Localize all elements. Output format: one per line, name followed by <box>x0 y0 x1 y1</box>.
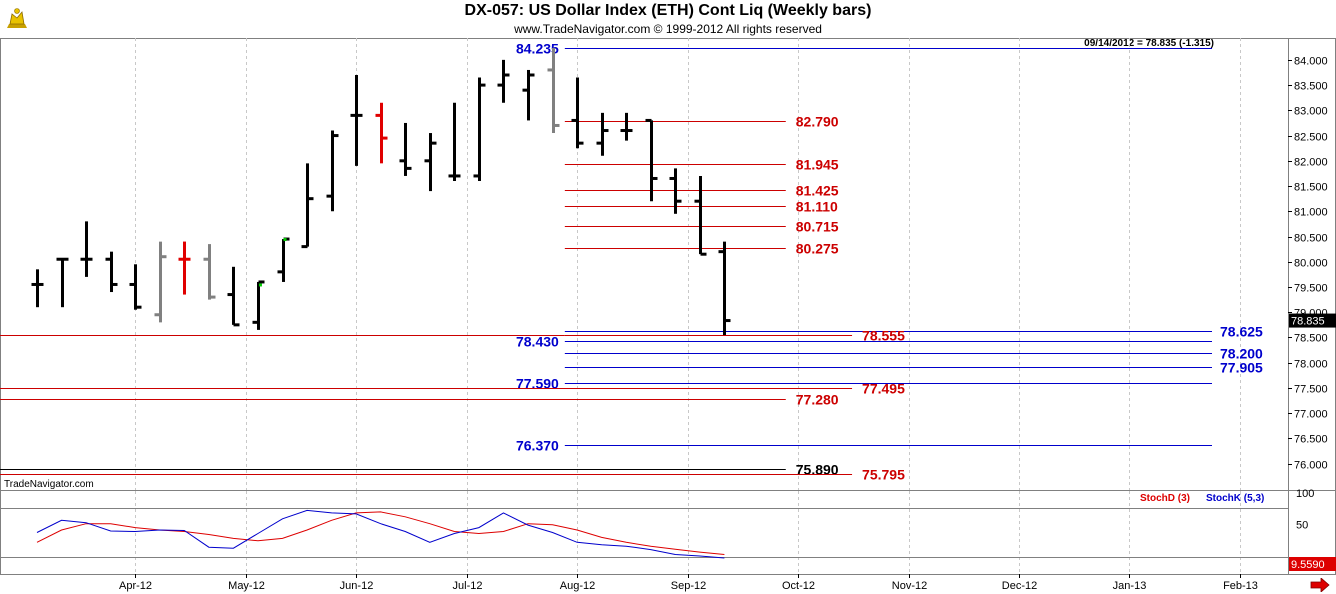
price-axis-label: 76.000 <box>1294 460 1328 472</box>
price-axis-label: 81.000 <box>1294 207 1328 219</box>
price-axis-label: 82.500 <box>1294 132 1328 144</box>
price-axis-label: 80.500 <box>1294 233 1328 245</box>
level-label: 75.890 <box>796 462 839 478</box>
level-label: 81.425 <box>796 183 839 199</box>
level-label: 77.905 <box>1220 360 1263 376</box>
level-label: 81.110 <box>796 199 838 215</box>
stoch-last-label: 9.5590 <box>1291 559 1325 571</box>
copyright-text: www.TradeNavigator.com © 1999-2012 All r… <box>514 22 822 36</box>
level-label: 82.790 <box>796 114 839 130</box>
stoch-last-tag <box>1289 557 1336 571</box>
level-label: 80.715 <box>796 219 839 235</box>
stoch-axis-label: 50 <box>1296 520 1308 532</box>
price-axis-label: 83.000 <box>1294 106 1328 118</box>
price-axis-label: 77.500 <box>1294 384 1328 396</box>
level-label: 78.555 <box>862 328 905 344</box>
price-axis-label: 79.500 <box>1294 283 1328 295</box>
time-axis: Apr-12 May-12 Jun-12 Jul-12 Aug-12 Sep-12 Oct-… <box>119 574 1258 592</box>
price-axis-label: 80.000 <box>1294 258 1328 270</box>
stoch-d-line <box>36 511 725 555</box>
logo-icon <box>7 8 27 28</box>
chart-border <box>0 38 1336 575</box>
price-axis-label: 84.000 <box>1294 56 1328 68</box>
level-label: 77.495 <box>862 381 905 397</box>
scroll-right-arrow-icon[interactable] <box>1310 578 1330 592</box>
time-axis-label: Sep-12 <box>671 580 706 592</box>
level-label: 84.235 <box>516 41 559 57</box>
time-axis-label: Aug-12 <box>560 580 595 592</box>
last-price-tag <box>1289 313 1336 328</box>
price-readout: 09/14/2012 = 78.835 (-1.315) <box>1084 38 1214 49</box>
last-price-label: 78.835 <box>1291 316 1325 328</box>
watermark-text: TradeNavigator.com <box>4 479 94 490</box>
time-axis-label: Oct-12 <box>782 580 815 592</box>
time-axis-label: Apr-12 <box>119 580 152 592</box>
stochastic-panel: 100 50 StochD (3) StochK (5,3) 9.5590 <box>0 488 1336 571</box>
chart-title: DX-057: US Dollar Index (ETH) Cont Liq (… <box>464 2 872 19</box>
price-axis-label: 83.500 <box>1294 81 1328 93</box>
level-label: 80.275 <box>796 241 839 257</box>
time-axis-label: Jan-13 <box>1113 580 1147 592</box>
price-axis-label: 76.500 <box>1294 434 1328 446</box>
time-axis-label: Dec-12 <box>1002 580 1037 592</box>
time-axis-label: Feb-13 <box>1223 580 1258 592</box>
level-label: 78.625 <box>1220 324 1263 340</box>
level-label: 76.370 <box>516 438 559 454</box>
signal-marker <box>283 238 287 242</box>
price-axis-label: 78.000 <box>1294 359 1328 371</box>
stoch-legend-label: StochD (3) <box>1140 493 1190 504</box>
time-axis-label: Nov-12 <box>892 580 927 592</box>
time-axis-label: Jul-12 <box>453 580 483 592</box>
stoch-axis-label: 100 <box>1296 488 1314 500</box>
level-label: 78.430 <box>516 334 559 350</box>
price-bars <box>31 48 731 335</box>
price-axis-label: 78.500 <box>1294 333 1328 345</box>
time-axis-label: May-12 <box>228 580 265 592</box>
level-label: 75.795 <box>862 467 905 483</box>
level-label: 77.590 <box>516 376 559 392</box>
stoch-legend-label: StochK (5,3) <box>1206 493 1264 504</box>
level-label: 77.280 <box>796 392 839 408</box>
price-axis: 84.000 83.500 83.000 82.500 82.000 81.500 81.0… <box>1288 56 1336 472</box>
price-axis-label: 82.000 <box>1294 157 1328 169</box>
signal-marker <box>258 283 262 287</box>
price-grid <box>0 38 1336 575</box>
price-axis-label: 81.500 <box>1294 182 1328 194</box>
time-axis-label: Jun-12 <box>340 580 374 592</box>
price-axis-label: 77.000 <box>1294 409 1328 421</box>
level-label: 81.945 <box>796 157 839 173</box>
stoch-k-line <box>36 509 725 559</box>
level-label: 78.200 <box>1220 346 1263 362</box>
